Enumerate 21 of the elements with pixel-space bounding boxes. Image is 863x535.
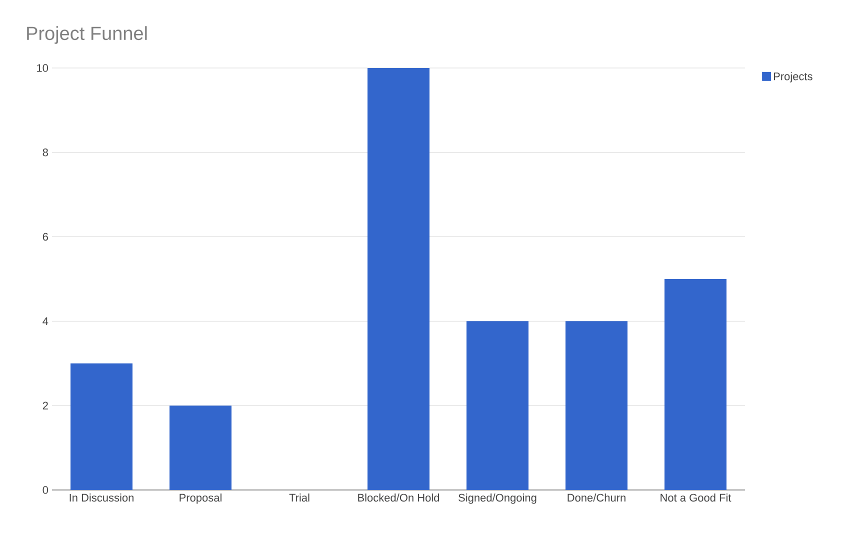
x-tick-label: In Discussion xyxy=(70,494,134,502)
legend-label: Projects xyxy=(774,72,812,82)
x-tick-label: Signed/Ongoing xyxy=(458,494,536,504)
x-tick-label: Blocked/On Hold xyxy=(358,494,440,502)
y-tick-label: 8 xyxy=(42,148,48,156)
y-tick-label: 2 xyxy=(42,402,48,410)
y-tick-label: 10 xyxy=(37,64,48,72)
bar xyxy=(70,363,133,490)
bar xyxy=(170,406,232,490)
bar xyxy=(466,321,528,490)
x-tick-label: Done/Churn xyxy=(568,494,626,502)
y-tick-label: 6 xyxy=(42,232,48,241)
bar xyxy=(566,321,628,490)
chart-title: Project Funnel xyxy=(27,26,147,44)
y-tick-label: 0 xyxy=(42,486,48,494)
x-tick-label: Not a Good Fit xyxy=(660,494,732,502)
x-tick-label: Trial xyxy=(289,494,310,502)
bar xyxy=(368,68,430,490)
bar xyxy=(664,278,726,490)
y-tick-label: 4 xyxy=(42,317,48,325)
x-tick-label: Proposal xyxy=(180,494,222,504)
